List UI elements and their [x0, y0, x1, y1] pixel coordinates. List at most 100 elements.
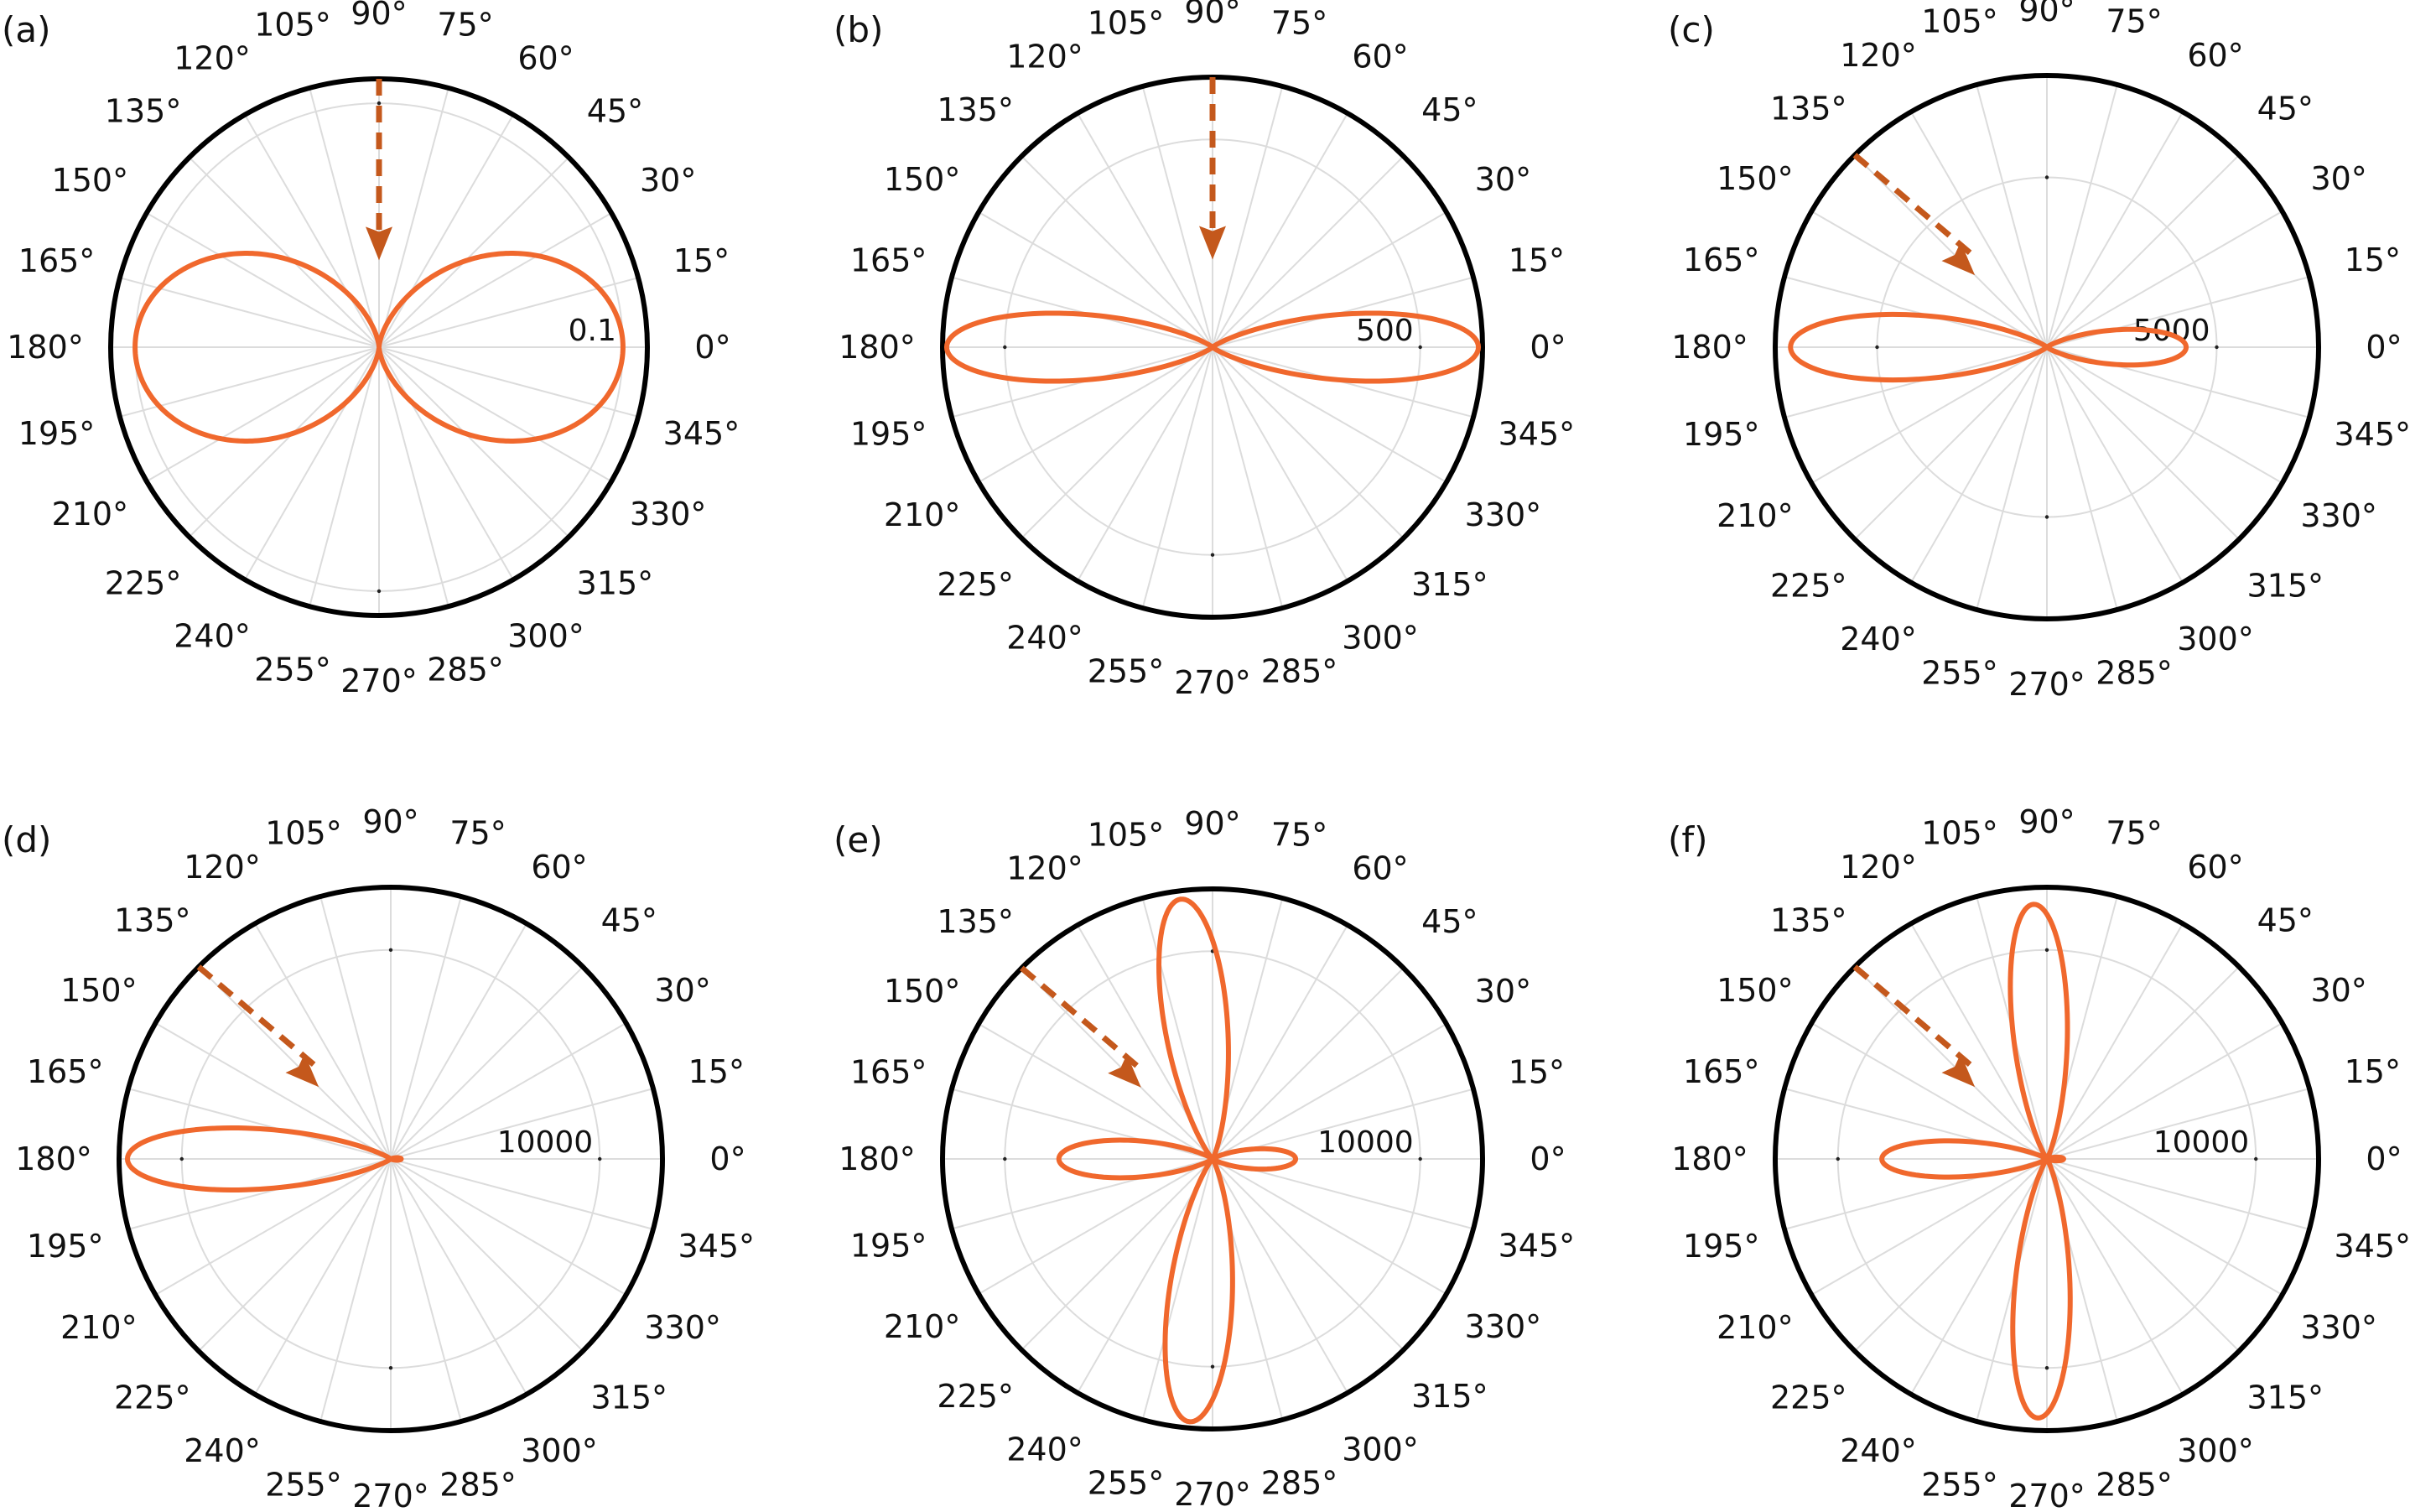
spoke-60 — [2046, 111, 2184, 348]
spoke-225 — [1021, 1158, 1213, 1351]
angle-label-0: 0° — [1530, 1140, 1566, 1177]
angle-label-345: 345° — [2335, 416, 2410, 453]
spoke-225 — [1854, 346, 2048, 540]
spoke-60 — [2046, 922, 2184, 1160]
spoke-105 — [1141, 897, 1213, 1160]
spoke-300 — [1212, 1158, 1348, 1394]
angle-label-285: 285° — [1261, 652, 1338, 689]
angle-label-135: 135° — [937, 91, 1014, 128]
angle-label-135: 135° — [105, 93, 182, 130]
angle-label-0: 0° — [709, 1140, 745, 1177]
spoke-30 — [2046, 1022, 2283, 1160]
spoke-30 — [1212, 1023, 1447, 1160]
spoke-240 — [254, 1158, 392, 1395]
radiation-pattern-line — [124, 1125, 404, 1192]
spoke-135 — [1854, 154, 2048, 348]
angle-label-45: 45° — [2257, 91, 2314, 127]
panel-label: (e) — [834, 819, 883, 860]
spoke-345 — [390, 1158, 654, 1230]
angle-label-150: 150° — [1717, 972, 1794, 1009]
angle-label-180: 180° — [839, 329, 916, 366]
angle-label-240: 240° — [1006, 619, 1083, 656]
spoke-150 — [978, 211, 1213, 348]
spoke-150 — [978, 1023, 1213, 1160]
spoke-255 — [309, 346, 380, 607]
spoke-135 — [1854, 966, 2048, 1160]
incidence-arrow-shaft — [1020, 965, 1141, 1070]
angle-label-180: 180° — [839, 1140, 916, 1177]
spoke-105 — [309, 87, 380, 348]
angle-label-180: 180° — [7, 329, 84, 366]
angle-label-330: 330° — [2300, 1309, 2377, 1346]
ring-tick — [377, 101, 382, 106]
angle-label-75: 75° — [2106, 3, 2162, 40]
ring-tick — [2044, 948, 2049, 952]
angle-label-300: 300° — [1342, 619, 1419, 656]
spoke-225 — [189, 346, 380, 538]
spoke-300 — [2046, 1158, 2184, 1395]
angle-label-255: 255° — [1088, 652, 1165, 689]
angle-label-345: 345° — [1498, 1228, 1576, 1265]
angle-label-345: 345° — [2335, 1228, 2410, 1265]
angle-label-225: 225° — [937, 566, 1014, 603]
angle-label-225: 225° — [937, 1378, 1014, 1415]
angle-label-120: 120° — [1006, 850, 1083, 887]
angle-label-300: 300° — [507, 618, 584, 655]
incidence-arrow-shaft — [1852, 964, 1975, 1069]
spoke-120 — [1910, 922, 2048, 1160]
angle-label-105: 105° — [1088, 5, 1165, 42]
angle-label-15: 15° — [688, 1053, 745, 1090]
angle-label-285: 285° — [2096, 654, 2173, 691]
angle-label-60: 60° — [2187, 849, 2243, 886]
ring-tick — [2254, 1156, 2258, 1161]
angle-label-210: 210° — [52, 496, 129, 533]
spoke-315 — [390, 1158, 584, 1352]
spoke-345 — [378, 346, 639, 418]
angle-label-210: 210° — [884, 496, 961, 533]
angle-label-135: 135° — [937, 903, 1014, 940]
angle-label-255: 255° — [265, 1466, 342, 1503]
spoke-240 — [1910, 346, 2048, 584]
spoke-120 — [254, 922, 392, 1160]
angle-label-225: 225° — [1770, 1379, 1847, 1416]
radiation-pattern-line — [1788, 311, 2189, 383]
spoke-315 — [1212, 346, 1405, 539]
spoke-165 — [119, 277, 380, 348]
spoke-330 — [1212, 1158, 1447, 1295]
ring-tick — [388, 948, 393, 952]
spoke-15 — [378, 277, 639, 348]
angle-label-45: 45° — [601, 902, 657, 939]
angle-label-90: 90° — [351, 0, 407, 32]
ring-tick — [1418, 1156, 1422, 1161]
angle-label-270: 270° — [2008, 1478, 2085, 1512]
angle-label-225: 225° — [105, 564, 182, 601]
panel-label: (d) — [2, 819, 51, 860]
angle-label-195: 195° — [850, 416, 927, 453]
angle-label-120: 120° — [1006, 39, 1083, 75]
incidence-arrow-head — [1941, 242, 1976, 276]
spoke-30 — [1212, 211, 1447, 348]
spoke-210 — [154, 1158, 392, 1296]
angle-label-330: 330° — [630, 496, 707, 533]
angle-label-45: 45° — [587, 93, 643, 130]
angle-label-30: 30° — [1475, 161, 1531, 198]
spoke-210 — [1810, 1158, 2048, 1296]
angle-label-150: 150° — [60, 972, 138, 1009]
spoke-225 — [198, 1158, 392, 1352]
spoke-210 — [146, 346, 380, 482]
angle-label-45: 45° — [1421, 91, 1478, 128]
angle-label-180: 180° — [15, 1140, 92, 1177]
spoke-120 — [1910, 111, 2048, 348]
angle-label-285: 285° — [1261, 1464, 1338, 1501]
radial-tick-label: 10000 — [1317, 1125, 1414, 1160]
angle-label-165: 165° — [850, 1053, 927, 1090]
radiation-pattern-line — [1879, 901, 2073, 1421]
spoke-225 — [1021, 346, 1213, 539]
incidence-arrow-head — [1199, 226, 1226, 260]
spoke-300 — [2046, 346, 2184, 584]
angle-label-165: 165° — [1683, 242, 1760, 278]
spoke-255 — [1141, 1158, 1213, 1421]
angle-label-90: 90° — [362, 803, 418, 840]
radiation-pattern-line — [943, 310, 1482, 384]
